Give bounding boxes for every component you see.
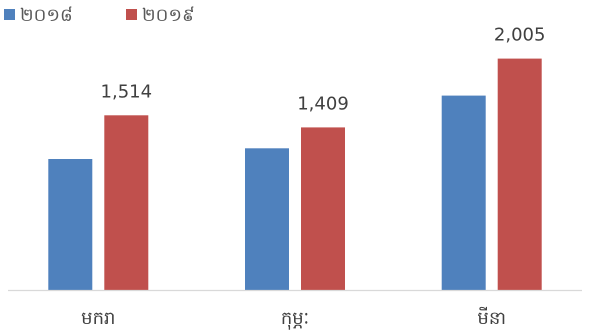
bars — [48, 58, 542, 291]
bar-2-2 — [301, 127, 345, 291]
legend-swatch-1 — [4, 9, 15, 20]
x-tick-label-3: មីនា — [477, 306, 506, 329]
bar-1-3 — [441, 95, 486, 290]
legend: ២០១៨ ២០១៩ — [4, 5, 195, 26]
x-tick-label-2: កុម្ភៈ — [281, 308, 309, 330]
data-label-2-1: 1,514 — [101, 81, 153, 102]
x-tick-label-1: មករា — [81, 308, 115, 329]
legend-swatch-2 — [126, 9, 137, 20]
data-label-2-2: 1,409 — [297, 93, 349, 114]
bar-2-1 — [104, 115, 149, 290]
legend-label-1: ២០១៨ — [20, 5, 73, 26]
value-labels: 1,514 1,409 2,005 — [101, 25, 546, 115]
bar-1-1 — [48, 159, 93, 290]
x-tick-labels: មករា កុម្ភៈ មីនា — [81, 306, 506, 330]
bar-2-3 — [497, 58, 542, 290]
data-label-2-3: 2,005 — [494, 25, 546, 46]
bar-1-2 — [245, 148, 289, 290]
legend-label-2: ២០១៩ — [142, 5, 195, 26]
